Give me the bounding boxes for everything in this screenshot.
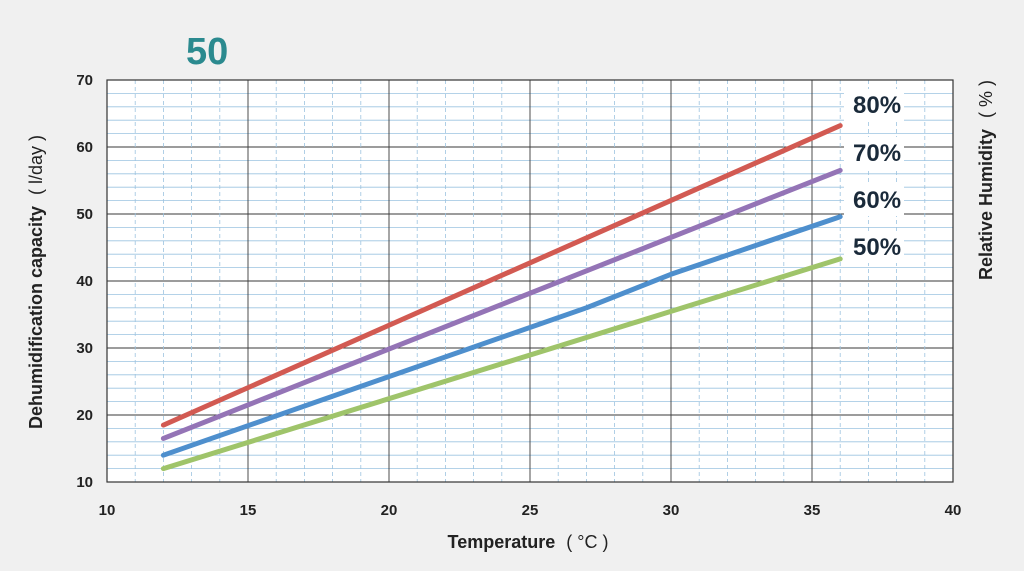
x-tick-labels: 10 15 20 25 30 35 40 [99, 502, 962, 519]
x-axis-label: Temperature ( °C ) [448, 532, 609, 552]
legend-label-60-percent: 60% [853, 187, 901, 214]
y-tick-labels: 10 20 30 40 50 60 70 [76, 72, 93, 491]
series-line-50-percent [160, 256, 843, 472]
series-line-60-percent [160, 214, 843, 458]
series-lines [160, 123, 843, 472]
y-axis-label-text: Dehumidification capacity [26, 206, 46, 429]
legend-label-bg [844, 137, 904, 169]
x-tick-label: 25 [522, 502, 539, 519]
y2-axis-unit: ( % ) [976, 80, 996, 118]
legend-label-bg [844, 184, 904, 216]
y-tick-label: 70 [76, 72, 93, 89]
y-tick-label: 60 [76, 139, 93, 156]
y2-axis-label: Relative Humidity ( % ) [976, 80, 996, 280]
y-axis-label: Dehumidification capacity ( l/day ) [26, 135, 46, 429]
y-tick-label: 50 [76, 206, 93, 223]
x-tick-label: 15 [240, 502, 257, 519]
y-tick-label: 30 [76, 340, 93, 357]
grid [106, 79, 954, 483]
y-tick-label: 10 [76, 474, 93, 491]
legend-label-50-percent: 50% [853, 234, 901, 261]
legend-label-bg [844, 89, 904, 121]
x-tick-label: 35 [804, 502, 821, 519]
x-tick-label: 40 [945, 502, 962, 519]
plot-border [106, 79, 954, 483]
legend-label-80-percent: 80% [853, 92, 901, 119]
series-line-70-percent [160, 167, 843, 441]
x-axis-unit: ( °C ) [566, 532, 608, 552]
x-tick-label: 30 [663, 502, 680, 519]
y-axis-unit: ( l/day ) [26, 135, 46, 195]
series-line-80-percent [160, 123, 843, 428]
chart-title: 50 [186, 31, 228, 73]
x-tick-label: 10 [99, 502, 116, 519]
x-tick-label: 20 [381, 502, 398, 519]
y-tick-label: 40 [76, 273, 93, 290]
legend-label-bg [844, 231, 904, 263]
y2-axis-label-text: Relative Humidity [976, 129, 996, 280]
legend-label-70-percent: 70% [853, 140, 901, 167]
y-tick-label: 20 [76, 407, 93, 424]
x-axis-label-text: Temperature [448, 532, 556, 552]
legend: 80% 70% 60% 50% [844, 89, 904, 263]
